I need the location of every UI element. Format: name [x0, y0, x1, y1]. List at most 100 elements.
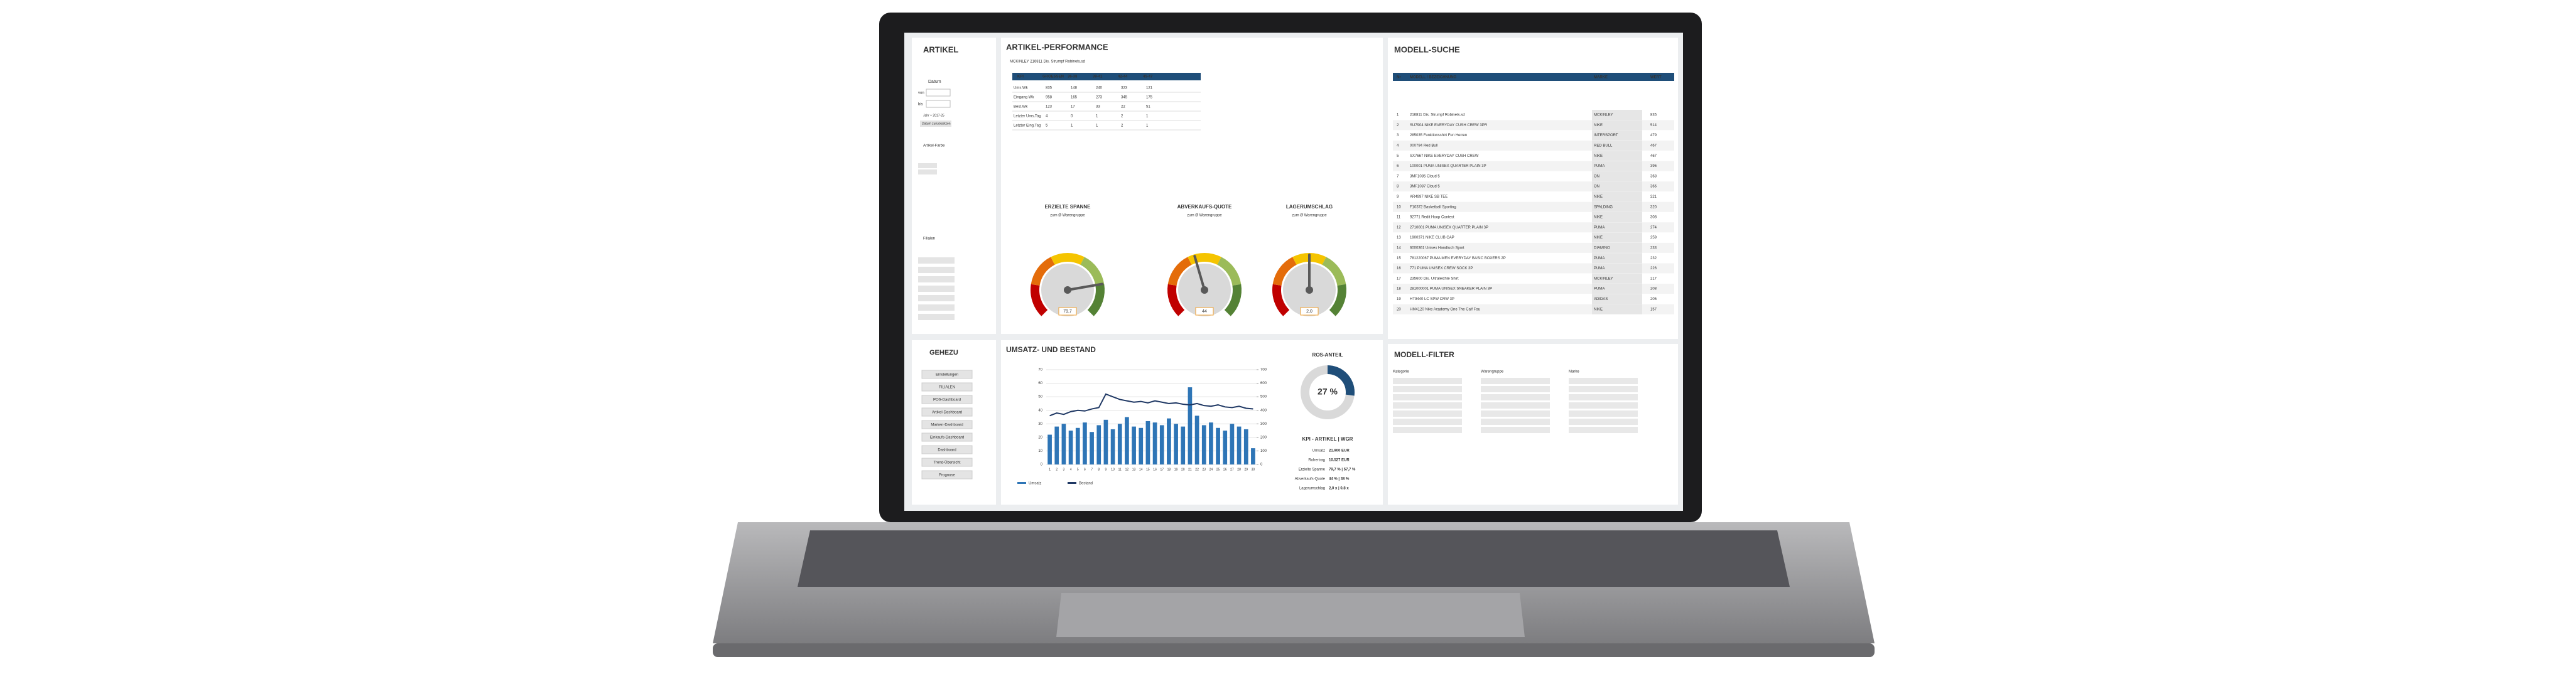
gauge-subtitle: zum Ø Warengruppe [1187, 214, 1222, 218]
filter-item[interactable] [1393, 427, 1462, 433]
cell: 232 [1650, 257, 1657, 260]
filter-item[interactable] [1393, 419, 1462, 425]
x-tick-label: 4 [1070, 468, 1072, 471]
gauge-subtitle: zum Ø Warengruppe [1050, 214, 1085, 218]
filter-item[interactable] [1481, 394, 1550, 400]
filter-item[interactable] [1569, 419, 1638, 425]
filter-item[interactable] [1569, 427, 1638, 433]
brand-bg [1592, 222, 1642, 233]
cell: 6 [1397, 164, 1399, 168]
nav-label: Dashboard [938, 449, 956, 453]
header-cell: 42-44 [1118, 75, 1128, 79]
label: Filialen [923, 237, 935, 241]
cell: 3MF1087 Cloud 5 [1410, 185, 1440, 189]
cell: F10372 Basketball Sporting [1410, 205, 1456, 209]
cell: 157 [1650, 308, 1657, 311]
nav-button[interactable] [921, 407, 973, 417]
cell: 273 [1096, 96, 1103, 100]
bar [1125, 417, 1129, 464]
nav-button[interactable] [921, 432, 973, 442]
filter-item[interactable] [1481, 386, 1550, 392]
bar [1174, 424, 1178, 464]
x-tick-label: 20 [1181, 468, 1185, 471]
filter-item[interactable] [1569, 402, 1638, 409]
nav-label: FILIALEN [939, 386, 955, 390]
row-label: Letzter Eing.Tag [1014, 124, 1041, 128]
filter-item[interactable] [1393, 378, 1462, 384]
nav-button[interactable] [921, 470, 973, 480]
header-cell: MARKE [1594, 76, 1608, 80]
x-tick-label: 28 [1237, 468, 1241, 471]
nav-button[interactable] [921, 370, 973, 379]
cell: 1 [1096, 115, 1098, 119]
panel-title: GEHEZU [929, 349, 958, 357]
panel-title: UMSATZ- UND BESTAND [1006, 345, 1096, 354]
cell: 233 [1650, 246, 1657, 250]
label: von [918, 92, 924, 95]
cell: 22 [1121, 105, 1125, 109]
bar [1054, 426, 1059, 464]
nav-button[interactable] [921, 382, 973, 392]
x-tick-label: 18 [1167, 468, 1171, 471]
filter-item[interactable] [1569, 386, 1638, 392]
cell: 7 [1397, 174, 1399, 178]
y-tick-label: 30 [1038, 422, 1042, 426]
x-tick-label: 2 [1056, 468, 1058, 471]
gauge-title: ABVERKAUFS-QUOTE [1177, 204, 1232, 210]
filter-item[interactable] [1393, 410, 1462, 417]
cell: 240 [1096, 87, 1103, 90]
cell: 321 [1650, 195, 1657, 199]
nav-button[interactable] [921, 458, 973, 467]
cell: 205 [1650, 298, 1657, 301]
kpi-label: Erzielte Spanne [1299, 468, 1326, 472]
cell: 323 [1121, 87, 1128, 90]
cell: 835 [1046, 87, 1053, 90]
filter-item[interactable] [1481, 410, 1550, 417]
filter-item[interactable] [1481, 427, 1550, 433]
cell: 18 [1397, 287, 1401, 291]
cell: 12 [1397, 226, 1401, 230]
cell: 175 [1146, 96, 1153, 100]
bar [1152, 422, 1157, 464]
table-header [1012, 73, 1201, 80]
cell: 13 [1397, 236, 1401, 240]
nav-button[interactable] [921, 420, 973, 429]
filter-item[interactable] [1569, 410, 1638, 417]
cell: 467 [1650, 144, 1657, 147]
brand-bg [1592, 181, 1642, 192]
gauge-band [1167, 257, 1192, 286]
label: Artikel-Farbe [923, 144, 945, 148]
brand-bg [1592, 273, 1642, 284]
filter-item[interactable] [1481, 419, 1550, 425]
chip [918, 267, 955, 273]
filter-item[interactable] [1569, 378, 1638, 384]
filter-item[interactable] [1393, 402, 1462, 409]
chip [918, 169, 937, 174]
filter-item[interactable] [1481, 378, 1550, 384]
filter-item[interactable] [1481, 402, 1550, 409]
cell: 2 [1121, 124, 1123, 128]
bar [1110, 429, 1115, 464]
legend-swatch [1017, 482, 1026, 484]
bar [1216, 427, 1220, 464]
kpi-value: 2,0 x | 0,8 x [1329, 487, 1349, 491]
bar [1117, 424, 1122, 464]
nav-button[interactable] [921, 395, 973, 404]
filter-item[interactable] [1569, 394, 1638, 400]
y-tick-label: 50 [1038, 395, 1042, 399]
x-tick-label: 16 [1153, 468, 1157, 471]
button[interactable] [920, 121, 951, 127]
gauge-band [1031, 257, 1055, 286]
header-cell: KPI [1017, 75, 1024, 79]
cell: SU7904 NIKE EVERYDAY CUSH CREW 3PR [1410, 124, 1488, 127]
panel-title: MODELL-FILTER [1394, 350, 1454, 359]
row-label: Letzter Ums.Tag [1014, 115, 1041, 119]
chip [918, 163, 937, 168]
filter-item[interactable] [1393, 386, 1462, 392]
gauge-value: 2,0 [1306, 309, 1312, 314]
nav-button[interactable] [921, 445, 973, 454]
cell: NIKE [1594, 154, 1603, 158]
filter-item[interactable] [1393, 394, 1462, 400]
bar [1201, 425, 1206, 464]
y2-tick-label: 500 [1260, 395, 1267, 399]
